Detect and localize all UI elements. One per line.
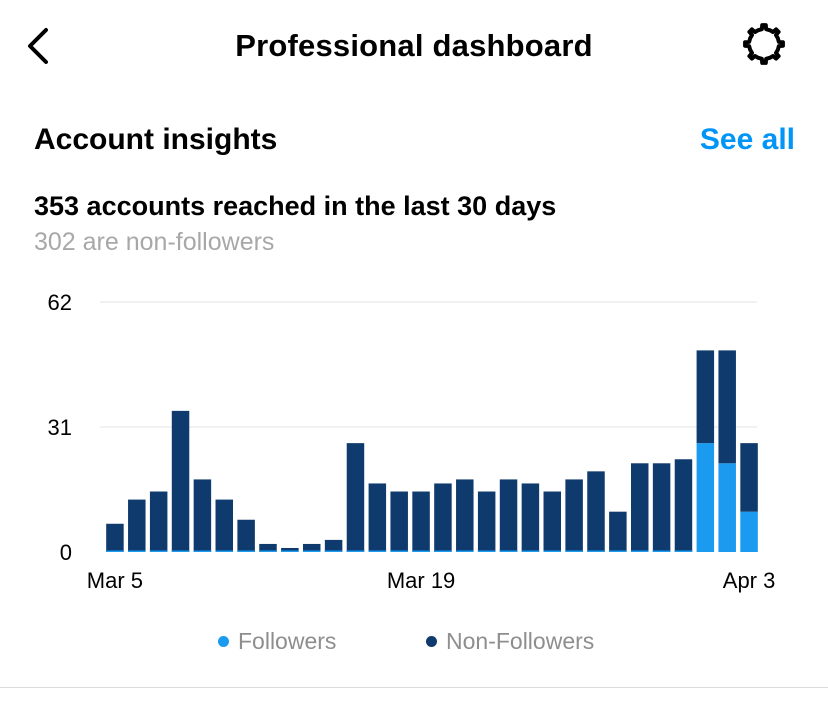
bar-non-followers xyxy=(171,410,190,552)
bar-non-followers xyxy=(128,499,146,552)
bar-followers-baseline xyxy=(521,550,540,552)
bar-followers-baseline xyxy=(609,550,627,552)
bar-followers-baseline xyxy=(281,550,299,552)
bar-non-followers xyxy=(412,491,430,552)
bar-followers-baseline xyxy=(302,550,321,552)
x-tick-label: Mar 19 xyxy=(387,568,455,593)
legend-followers: Followers xyxy=(218,626,336,656)
bar-followers-baseline xyxy=(193,550,212,552)
bar-non-followers xyxy=(718,350,736,464)
bar-followers-baseline xyxy=(346,550,365,552)
bar-non-followers xyxy=(237,519,255,552)
chart-bars xyxy=(106,350,758,552)
bar-followers xyxy=(740,511,758,552)
chart-gridlines xyxy=(100,301,757,428)
chevron-left-icon xyxy=(28,28,48,64)
reach-bar-chart: 0 31 62 Mar 5 Mar 19 Apr 3 xyxy=(48,290,776,593)
bar-followers-baseline xyxy=(652,550,671,552)
bar-non-followers xyxy=(609,511,627,552)
bar-non-followers xyxy=(368,483,387,552)
bar-followers-baseline xyxy=(259,550,277,552)
bar-non-followers xyxy=(477,491,496,552)
section-divider xyxy=(0,687,828,688)
gear-icon xyxy=(743,23,785,65)
legend-non-followers: Non-Followers xyxy=(426,626,594,656)
bar-non-followers xyxy=(674,459,693,552)
bar-followers-baseline xyxy=(237,550,255,552)
x-tick-label: Mar 5 xyxy=(87,568,143,593)
bar-followers-baseline xyxy=(565,550,583,552)
bar-non-followers xyxy=(587,471,605,552)
back-button[interactable] xyxy=(22,24,58,68)
bar-followers-baseline xyxy=(368,550,387,552)
y-tick-label: 62 xyxy=(48,290,72,315)
y-tick-label: 31 xyxy=(48,415,72,440)
bar-non-followers xyxy=(434,483,452,552)
bar-followers-baseline xyxy=(630,550,649,552)
chart-x-axis: Mar 5 Mar 19 Apr 3 xyxy=(87,568,776,593)
bar-non-followers xyxy=(456,479,474,552)
page-title: Professional dashboard xyxy=(235,28,593,63)
bar-non-followers xyxy=(281,547,299,552)
legend-label-followers: Followers xyxy=(238,628,337,654)
reach-subline: 302 are non-followers xyxy=(34,228,275,256)
reach-headline: 353 accounts reached in the last 30 days xyxy=(34,191,557,221)
bar-non-followers xyxy=(740,443,758,512)
bar-followers xyxy=(718,463,736,552)
bar-followers-baseline xyxy=(149,550,168,552)
bar-non-followers xyxy=(324,539,343,552)
bar-non-followers xyxy=(630,463,649,552)
settings-button[interactable] xyxy=(740,20,788,68)
bar-followers-baseline xyxy=(587,550,605,552)
bar-non-followers xyxy=(106,523,124,552)
bar-followers-baseline xyxy=(543,550,562,552)
bar-non-followers xyxy=(149,491,168,552)
bar-non-followers xyxy=(521,483,540,552)
bar-followers-baseline xyxy=(215,550,234,552)
legend-label-non-followers: Non-Followers xyxy=(446,628,595,654)
bar-followers-baseline xyxy=(171,550,190,552)
bar-followers-baseline xyxy=(674,550,693,552)
bar-followers-baseline xyxy=(106,550,124,552)
bar-followers-baseline xyxy=(324,550,343,552)
bar-non-followers xyxy=(193,479,212,552)
bar-non-followers xyxy=(565,479,583,552)
chart-y-axis: 0 31 62 xyxy=(48,290,72,565)
bar-non-followers xyxy=(346,443,365,552)
x-tick-label: Apr 3 xyxy=(723,568,776,593)
bar-non-followers xyxy=(652,463,671,552)
bar-followers-baseline xyxy=(499,550,518,552)
bar-followers-baseline xyxy=(434,550,452,552)
bar-non-followers xyxy=(302,543,321,552)
bar-non-followers xyxy=(543,491,562,552)
bar-followers-baseline xyxy=(412,550,430,552)
bar-non-followers xyxy=(696,350,715,444)
see-all-link[interactable]: See all xyxy=(699,123,795,156)
y-tick-label: 0 xyxy=(60,540,72,565)
legend-dot-non-followers xyxy=(426,635,437,647)
bar-followers-baseline xyxy=(456,550,474,552)
bar-followers xyxy=(696,443,715,552)
bar-non-followers xyxy=(215,499,234,552)
bar-followers-baseline xyxy=(390,550,408,552)
legend-dot-followers xyxy=(218,635,229,647)
bar-followers-baseline xyxy=(128,550,146,552)
bar-non-followers xyxy=(499,479,518,552)
bar-followers-baseline xyxy=(477,550,496,552)
bar-non-followers xyxy=(259,543,277,552)
section-title: Account insights xyxy=(34,123,278,156)
bar-non-followers xyxy=(390,491,408,552)
